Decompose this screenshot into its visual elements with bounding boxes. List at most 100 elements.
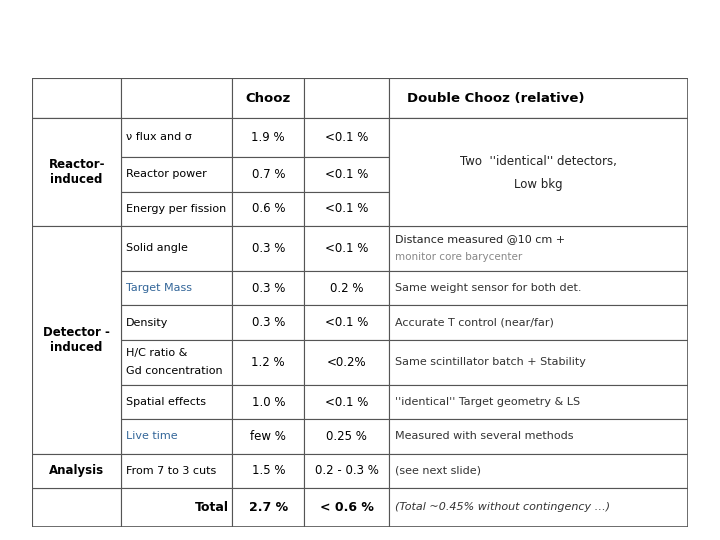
Text: <0.1 %: <0.1 % — [325, 395, 369, 408]
Text: Same scintillator batch + Stability: Same scintillator batch + Stability — [395, 357, 585, 367]
Text: 1.5 %: 1.5 % — [251, 464, 285, 477]
Bar — [390, 419, 688, 454]
Bar — [121, 340, 233, 385]
Bar — [121, 271, 233, 306]
Bar — [233, 306, 305, 340]
Text: 0.2 %: 0.2 % — [330, 282, 364, 295]
Bar — [390, 306, 688, 340]
Bar — [305, 78, 390, 118]
Text: Target Mass: Target Mass — [126, 283, 192, 293]
Bar — [233, 454, 305, 488]
Bar — [32, 271, 121, 306]
Text: From 7 to 3 cuts: From 7 to 3 cuts — [126, 466, 216, 476]
Text: Total: Total — [195, 501, 229, 514]
Text: Reactor-
induced: Reactor- induced — [48, 158, 105, 186]
Text: 0.3 %: 0.3 % — [251, 282, 285, 295]
Text: monitor core barycenter: monitor core barycenter — [395, 253, 522, 262]
Bar — [121, 226, 233, 271]
Text: Detector -
induced: Detector - induced — [43, 326, 110, 354]
Text: Spatial effects: Spatial effects — [126, 397, 206, 407]
Text: Accurate T control (near/far): Accurate T control (near/far) — [395, 318, 554, 328]
Bar — [233, 192, 305, 226]
Bar — [233, 271, 305, 306]
Text: <0.1 %: <0.1 % — [325, 168, 369, 181]
Bar — [32, 192, 121, 226]
Text: Density: Density — [126, 318, 168, 328]
Bar — [305, 306, 390, 340]
Bar — [32, 454, 121, 488]
Text: Low bkg: Low bkg — [514, 178, 563, 191]
Bar — [305, 488, 390, 526]
Text: few %: few % — [251, 430, 287, 443]
Bar — [305, 419, 390, 454]
Text: Double Chooz (relative): Double Chooz (relative) — [408, 91, 585, 105]
Bar — [305, 271, 390, 306]
Bar — [233, 340, 305, 385]
Bar — [390, 226, 688, 271]
Bar — [390, 454, 688, 488]
Bar — [390, 118, 688, 226]
Bar — [233, 419, 305, 454]
Bar — [121, 385, 233, 419]
Text: Analysis: Analysis — [49, 464, 104, 477]
Bar — [121, 157, 233, 192]
Text: Solid angle: Solid angle — [126, 244, 188, 253]
Text: 0.3 %: 0.3 % — [251, 316, 285, 329]
Bar — [32, 419, 121, 454]
Text: <0.1 %: <0.1 % — [325, 131, 369, 144]
Bar — [390, 157, 688, 192]
Text: Measured with several methods: Measured with several methods — [395, 431, 573, 442]
Text: <0.1 %: <0.1 % — [325, 242, 369, 255]
Bar — [305, 157, 390, 192]
Bar — [32, 226, 121, 271]
Text: <0.2%: <0.2% — [327, 356, 366, 369]
Text: Two  ''identical'' detectors,: Two ''identical'' detectors, — [460, 154, 617, 167]
Text: ν flux and σ: ν flux and σ — [126, 132, 192, 143]
Text: Gd concentration: Gd concentration — [126, 366, 222, 376]
Text: Reactor power: Reactor power — [126, 170, 207, 179]
Bar — [233, 385, 305, 419]
Bar — [121, 488, 233, 526]
Text: 2.7 %: 2.7 % — [248, 501, 288, 514]
Text: (Total ~0.45% without contingency …): (Total ~0.45% without contingency …) — [395, 502, 610, 512]
Bar — [233, 118, 305, 157]
Bar — [390, 78, 688, 118]
Bar — [233, 78, 305, 118]
Bar — [32, 157, 121, 192]
Text: ''identical'' Target geometry & LS: ''identical'' Target geometry & LS — [395, 397, 580, 407]
Bar — [305, 192, 390, 226]
Text: 0.3 %: 0.3 % — [251, 242, 285, 255]
Bar — [390, 118, 688, 157]
Bar — [233, 226, 305, 271]
Bar — [390, 488, 688, 526]
Text: H/C ratio &: H/C ratio & — [126, 348, 187, 359]
Bar — [32, 385, 121, 419]
Text: Energy per fission: Energy per fission — [126, 204, 226, 214]
Bar — [233, 157, 305, 192]
Bar — [390, 340, 688, 385]
Text: Distance measured @10 cm +: Distance measured @10 cm + — [395, 234, 565, 245]
Bar — [121, 454, 233, 488]
Text: < 0.6 %: < 0.6 % — [320, 501, 374, 514]
Bar — [121, 192, 233, 226]
Text: Live time: Live time — [126, 431, 178, 442]
Bar — [32, 226, 121, 454]
Text: 1.9 %: 1.9 % — [251, 131, 285, 144]
Text: 1.0 %: 1.0 % — [251, 395, 285, 408]
Text: Same weight sensor for both det.: Same weight sensor for both det. — [395, 283, 581, 293]
Bar — [390, 271, 688, 306]
Bar — [390, 192, 688, 226]
Text: 0.6 %: 0.6 % — [251, 202, 285, 215]
Text: Chooz: Chooz — [246, 91, 291, 105]
Bar — [305, 385, 390, 419]
Text: (see next slide): (see next slide) — [395, 466, 481, 476]
Bar — [233, 488, 305, 526]
Bar — [390, 385, 688, 419]
Bar — [32, 340, 121, 385]
Bar — [32, 78, 121, 118]
Bar — [32, 118, 121, 157]
Bar — [32, 488, 121, 526]
Text: 0.25 %: 0.25 % — [326, 430, 367, 443]
Bar — [305, 118, 390, 157]
Bar — [121, 118, 233, 157]
